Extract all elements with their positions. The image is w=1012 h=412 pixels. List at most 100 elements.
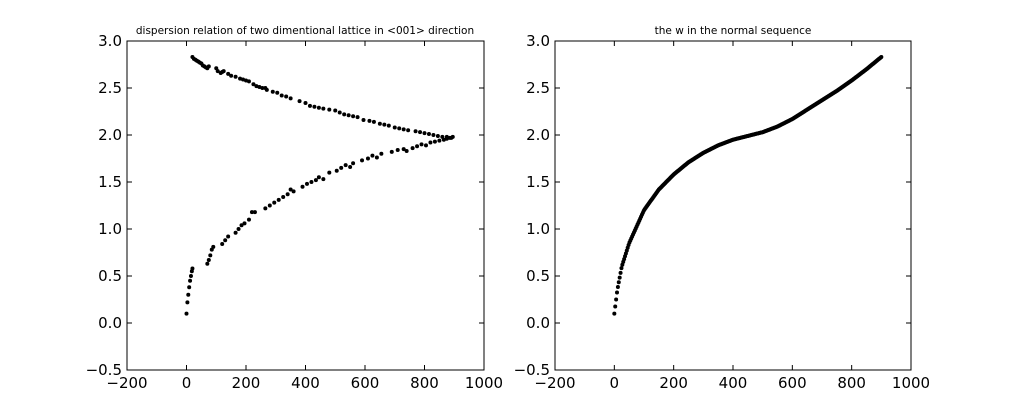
y-tick-label: 1.0 (526, 220, 550, 238)
data-point-lower (395, 148, 400, 153)
y-tick-label: 1.0 (98, 220, 122, 238)
data-point-upper (333, 108, 338, 113)
data-point-upper (316, 105, 321, 110)
data-point-lower (246, 217, 251, 222)
data-point-lower (327, 170, 332, 175)
data-point-upper (418, 130, 423, 135)
data-point-lower (339, 165, 344, 170)
chart-left-points (184, 54, 455, 316)
x-tick-label: 1000 (465, 374, 503, 392)
data-point (618, 270, 623, 275)
x-tick-label: 600 (351, 374, 380, 392)
chart-right: the w in the normal sequence −200 0 200 400… (514, 25, 931, 392)
data-point-lower (206, 258, 211, 263)
data-point-upper (251, 82, 256, 87)
data-point-upper (221, 69, 226, 74)
x-tick-label: 0 (610, 374, 620, 392)
y-tick-label: −0.5 (514, 361, 550, 379)
data-point-upper (431, 133, 436, 137)
x-tick-label: 800 (837, 374, 866, 392)
data-point-upper (284, 94, 289, 99)
data-point-lower (223, 238, 228, 243)
data-point-lower (360, 158, 365, 163)
data-point-upper (367, 118, 372, 123)
data-point-upper (401, 127, 406, 132)
data-point-upper (435, 133, 440, 138)
data-point-lower (428, 140, 433, 145)
data-point-lower (186, 292, 191, 297)
x-tick-label: 600 (778, 374, 807, 392)
data-point-upper (355, 115, 360, 120)
data-point-upper (327, 107, 332, 112)
data-point-upper (392, 125, 397, 130)
data-point-lower (263, 206, 268, 211)
x-tick-label: 400 (291, 374, 320, 392)
data-point-lower (249, 210, 254, 215)
data-point-upper (246, 79, 251, 84)
data-point-upper (321, 106, 326, 111)
data-point-upper (303, 101, 308, 106)
data-point-lower (185, 300, 190, 305)
data-point-lower (267, 203, 272, 208)
data-point-lower (351, 161, 356, 166)
data-point-upper (386, 123, 391, 128)
data-point-lower (374, 155, 379, 160)
data-point (617, 275, 622, 280)
data-point-lower (410, 146, 415, 151)
y-tick-label: 0.0 (526, 314, 550, 332)
data-point-upper (260, 86, 265, 90)
data-point (615, 290, 620, 295)
data-point-upper (346, 113, 351, 118)
data-point-lower (437, 138, 442, 143)
data-point-lower (300, 184, 305, 189)
data-point-upper (264, 87, 269, 92)
data-point-lower (281, 195, 286, 200)
y-tick-label: 0.0 (98, 314, 122, 332)
chart-right-points (612, 54, 884, 316)
data-point-lower (190, 266, 195, 271)
data-point-lower (370, 153, 375, 158)
data-point-lower (379, 151, 384, 156)
data-point-lower (404, 148, 409, 153)
data-point-lower (220, 242, 225, 247)
data-point-lower (233, 230, 238, 235)
data-point-lower (389, 149, 394, 154)
data-point-upper (206, 64, 211, 69)
y-tick-label: 0.5 (526, 267, 550, 285)
data-point-lower (423, 143, 428, 148)
chart-left: dispersion relation of two dimentional l… (86, 25, 504, 392)
data-point-upper (297, 99, 302, 104)
data-point-upper (229, 73, 234, 78)
data-point (616, 280, 621, 285)
data-point-lower (321, 177, 326, 182)
data-point-lower (401, 147, 406, 152)
data-point-lower (211, 244, 216, 249)
chart-right-plot-area (554, 40, 912, 371)
data-point-lower (236, 227, 241, 231)
data-point-lower (415, 144, 420, 149)
data-point-upper (275, 90, 280, 95)
chart-left-ticks: −200 0 200 400 600 800 1000 −0.5 0.0 0.5 1.0 1.5 2.0… (86, 32, 504, 392)
chart-right-title: the w in the normal sequence (655, 25, 812, 37)
data-point-lower (365, 156, 370, 161)
data-point-upper (413, 129, 418, 134)
data-point-lower (285, 192, 290, 197)
data-point-lower (304, 181, 309, 186)
data-point-lower (291, 189, 296, 194)
data-point-lower (316, 175, 321, 180)
data-point-upper (377, 121, 382, 126)
data-point-upper (371, 119, 376, 124)
data-point (879, 54, 884, 59)
y-tick-label: 1.5 (526, 173, 550, 191)
data-point-lower (288, 187, 293, 192)
x-tick-label: 400 (719, 374, 748, 392)
y-tick-label: 2.5 (98, 79, 122, 97)
data-point-lower (239, 223, 244, 228)
chart-left-title: dispersion relation of two dimentional l… (136, 25, 474, 37)
data-point (619, 266, 624, 271)
data-point-lower (343, 163, 348, 168)
data-point-upper (406, 128, 411, 133)
y-tick-label: −0.5 (86, 361, 122, 379)
data-point-lower (187, 285, 192, 290)
y-tick-label: 2.5 (526, 79, 550, 97)
